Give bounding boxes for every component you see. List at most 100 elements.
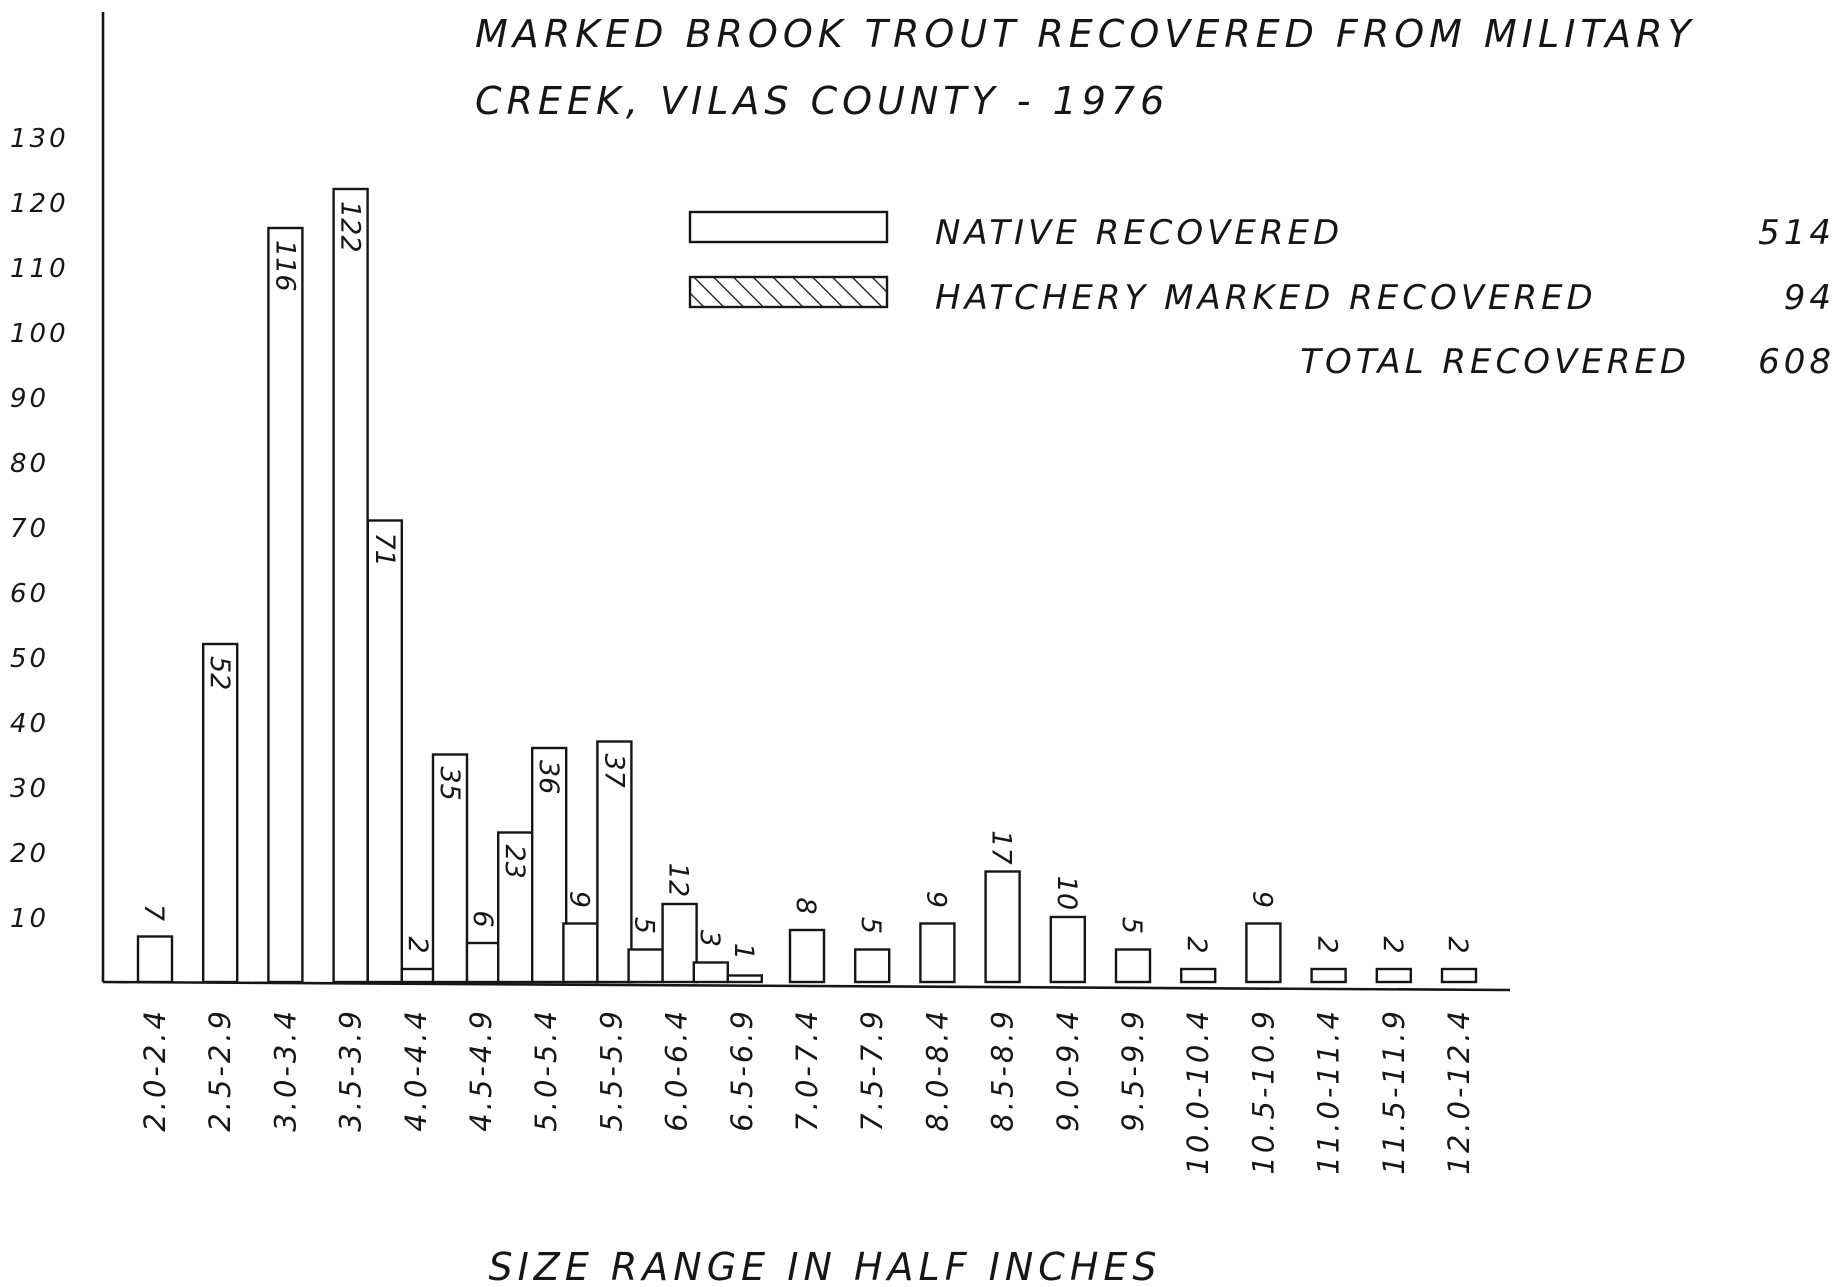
chart-title-line-2: CREEK, VILAS COUNTY - 1976	[475, 79, 1169, 123]
x-tick-label: 6.0-6.4	[660, 1008, 694, 1132]
value-label-native-7.5-7.9: 5	[855, 917, 886, 934]
value-label-native-11.5-11.9: 2	[1377, 936, 1408, 953]
x-axis-ticks: 2.0-2.4 2.5-2.9 3.0-3.4 3.5-3.9 4.0-4.4 4.5-4…	[138, 1008, 1476, 1175]
value-label-native-12.0-12.4: 2	[1442, 936, 1473, 953]
bar-native-9.0-9.4	[1049, 915, 1087, 984]
bar-hatchery-5.5-5.9	[596, 740, 633, 984]
legend-total-native: 514	[1758, 213, 1835, 253]
bar-hatchery-4.5-4.9	[465, 941, 503, 984]
bar-native-5.5-5.9	[562, 922, 599, 984]
y-tick-label: 110	[10, 254, 69, 284]
value-label-native-7.0-7.4: 8	[790, 897, 821, 914]
bar-native-7.5-7.9	[854, 948, 891, 984]
y-tick-label: 40	[10, 709, 49, 739]
x-axis-label: SIZE RANGE IN HALF INCHES	[488, 1245, 1161, 1287]
x-tick-label: 3.5-3.9	[334, 1008, 368, 1132]
x-tick-label: 4.0-4.4	[399, 1008, 433, 1132]
bar-hatchery-6.5-6.9	[726, 974, 763, 984]
x-tick-label: 3.0-3.4	[268, 1008, 302, 1132]
y-axis-ticks: 10 20 30 40 50 60 70 80 90 100 110 120 130	[10, 124, 69, 934]
value-label-native-6.0-6.4: 5	[629, 917, 660, 934]
y-tick-label: 30	[10, 774, 49, 804]
value-label-native-9.5-9.9: 5	[1116, 917, 1147, 934]
y-tick-label: 130	[10, 124, 69, 154]
y-tick-label: 60	[10, 579, 49, 609]
x-tick-label: 7.5-7.9	[855, 1008, 889, 1132]
bar-native-6.5-6.9	[692, 961, 729, 984]
legend-total-hatchery: 94	[1784, 278, 1835, 318]
y-tick-label: 50	[10, 644, 49, 674]
x-tick-label: 11.5-11.9	[1377, 1008, 1411, 1175]
y-tick-label: 70	[10, 514, 49, 544]
chart-title-line-1: MARKED BROOK TROUT RECOVERED FROM MILITA…	[475, 12, 1696, 56]
bar-native-9.5-9.9	[1114, 948, 1152, 984]
value-label-native-4.5-4.9: 35	[434, 767, 465, 801]
legend-label-hatchery: HATCHERY MARKED RECOVERED	[935, 278, 1597, 318]
value-label-native-2.5-2.9: 52	[204, 656, 235, 690]
value-label-native-9.0-9.4: 10	[1051, 876, 1082, 910]
bar-native-6.0-6.4	[627, 948, 664, 984]
value-label-hatchery-6.0-6.4: 12	[663, 863, 694, 897]
value-label-native-6.5-6.9: 3	[694, 930, 725, 947]
value-label-hatchery-5.5-5.9: 37	[598, 754, 629, 788]
bar-native-8.0-8.4	[919, 922, 956, 984]
x-tick-label: 2.5-2.9	[203, 1008, 237, 1132]
x-tick-label: 12.0-12.4	[1442, 1008, 1476, 1175]
value-label-native-2.0-2.4: 7	[138, 904, 169, 921]
value-label-native-8.0-8.4: 9	[920, 891, 951, 908]
bar-hatchery-6.0-6.4	[661, 902, 698, 984]
value-label-native-10.0-10.4: 2	[1181, 936, 1212, 953]
x-tick-label: 6.5-6.9	[725, 1008, 759, 1132]
value-label-hatchery-5.0-5.4: 36	[533, 760, 564, 794]
bar-native-2.5-2.9	[201, 642, 239, 984]
bar-native-12.0-12.4	[1440, 967, 1478, 984]
y-tick-label: 10	[10, 904, 49, 934]
value-label-hatchery-4.0-4.4: 2	[402, 936, 433, 953]
x-tick-label: 10.0-10.4	[1181, 1008, 1215, 1175]
x-tick-label: 5.0-5.4	[529, 1008, 563, 1132]
y-tick-label: 100	[10, 319, 69, 349]
value-label-native-4.0-4.4: 71	[369, 533, 400, 567]
bar-native-3.0-3.4	[267, 226, 304, 984]
value-label-native-11.0-11.4: 2	[1312, 936, 1343, 953]
x-tick-label: 10.5-10.9	[1246, 1008, 1280, 1175]
bar-native-4.5-4.9	[431, 753, 469, 984]
legend-total-value: 608	[1758, 342, 1835, 382]
legend-swatch-native	[688, 210, 889, 244]
value-label-native-5.0-5.4: 23	[499, 845, 530, 879]
y-tick-label: 120	[10, 189, 69, 219]
bar-native-7.0-7.4	[788, 928, 826, 984]
x-tick-label: 8.5-8.9	[986, 1008, 1020, 1132]
bar-native-3.5-3.9	[332, 187, 369, 984]
x-tick-label: 4.5-4.9	[464, 1008, 498, 1132]
x-tick-label: 8.0-8.4	[920, 1008, 954, 1132]
x-tick-label: 9.0-9.4	[1051, 1008, 1085, 1132]
bar-hatchery-4.0-4.4	[400, 967, 437, 984]
x-tick-label: 9.5-9.9	[1116, 1008, 1150, 1132]
value-label-native-10.5-10.9: 9	[1246, 891, 1277, 908]
bar-native-4.0-4.4	[366, 519, 403, 984]
bar-native-10.0-10.4	[1179, 967, 1217, 984]
value-label-native-8.5-8.9: 17	[986, 830, 1017, 864]
bar-native-8.5-8.9	[984, 870, 1021, 984]
legend-swatch-hatchery	[688, 275, 889, 309]
y-tick-label: 90	[10, 384, 49, 414]
value-label-hatchery-4.5-4.9: 6	[467, 910, 498, 927]
y-tick-label: 80	[10, 449, 49, 479]
bars	[136, 187, 1478, 984]
legend-label-native: NATIVE RECOVERED	[935, 213, 1343, 253]
value-label-native-3.5-3.9: 122	[335, 201, 366, 253]
x-tick-label: 5.5-5.9	[594, 1008, 628, 1132]
bar-native-11.0-11.4	[1310, 967, 1347, 984]
x-tick-label: 2.0-2.4	[138, 1008, 172, 1132]
bar-hatchery-5.0-5.4	[531, 746, 568, 984]
value-label-native-3.0-3.4: 116	[269, 240, 300, 292]
x-axis-line	[102, 980, 1511, 992]
value-label-native-5.5-5.9: 9	[563, 891, 594, 908]
bar-native-2.0-2.4	[136, 935, 174, 984]
bar-native-10.5-10.9	[1245, 922, 1282, 984]
legend: NATIVE RECOVERED 514 HATCHERY MARKED REC…	[688, 210, 1835, 382]
x-tick-label: 7.0-7.4	[790, 1008, 824, 1132]
